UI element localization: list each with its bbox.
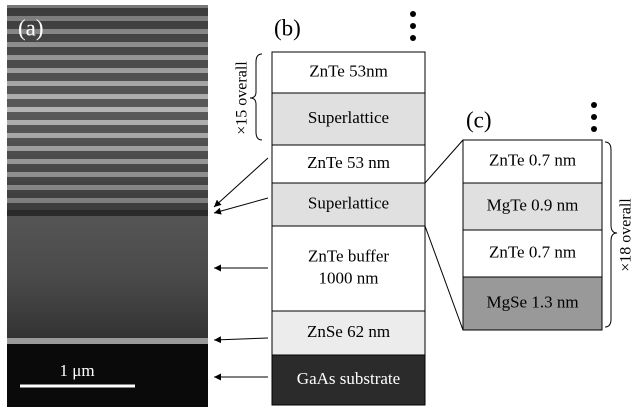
repeat-note: ×18 overall (618, 198, 635, 272)
layer-label: GaAs substrate (297, 369, 400, 388)
brace (605, 142, 617, 327)
brace (250, 54, 262, 140)
layer-label: ZnTe 53 nm (307, 153, 390, 172)
panel-label: (b) (274, 15, 301, 40)
layer-label: ZnTe 53nm (309, 61, 388, 80)
continuation-dots (591, 102, 597, 132)
layer-label: ZnTe buffer (308, 246, 389, 265)
tem-image (7, 5, 208, 407)
layer-label: ZnTe 0.7 nm (489, 150, 576, 169)
layer-label: Superlattice (308, 193, 389, 212)
repeat-note: ×15 overall (234, 61, 251, 135)
layer-label: MgTe 0.9 nm (487, 195, 579, 214)
layer-label: 1000 nm (319, 268, 379, 287)
continuation-dots (410, 11, 416, 41)
layer-label: ZnSe 62 nm (307, 322, 390, 341)
layer-label: ZnTe 0.7 nm (489, 242, 576, 261)
panel-label: (c) (466, 107, 492, 132)
figure: (a) 1 μm (b) ZnTe 53nm Superlattice ZnTe 5… (0, 0, 636, 407)
layer-label: Superlattice (308, 108, 389, 127)
layer-label: MgSe 1.3 nm (486, 292, 578, 311)
scale-bar-label: 1 μm (59, 361, 94, 380)
panel-label: (a) (18, 15, 44, 40)
